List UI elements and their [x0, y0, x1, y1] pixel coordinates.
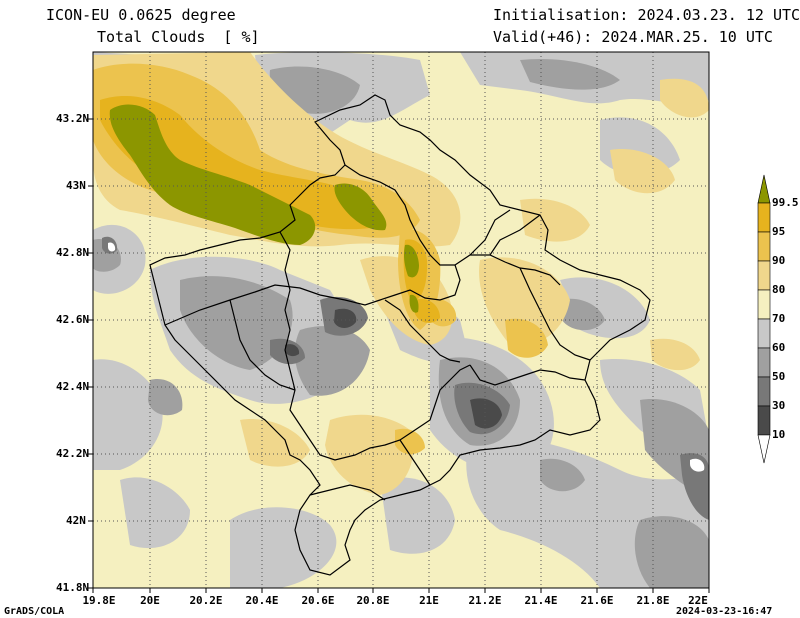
- variable-title: Total Clouds [ %]: [97, 28, 260, 46]
- colorbar-label: 99.5: [772, 196, 799, 209]
- cloud-below-10-areas: [108, 242, 705, 472]
- axis-ticks: [88, 118, 710, 593]
- colorbar-label: 90: [772, 254, 786, 267]
- cloud-10-30-areas: [285, 308, 502, 429]
- x-tick-label: 21.4E: [524, 594, 558, 607]
- colorbar-box: [757, 289, 771, 320]
- colorbar-label: 95: [772, 225, 786, 238]
- y-tick-label: 43.2N: [56, 112, 90, 125]
- x-tick-label: 20.4E: [245, 594, 279, 607]
- colorbar-label: 10: [772, 428, 786, 441]
- colorbar-label: 80: [772, 283, 786, 296]
- colorbar-label: 70: [772, 312, 786, 325]
- colorbar: [757, 174, 771, 464]
- boundaries: [149, 94, 651, 576]
- valid-time: Valid(+46): 2024.MAR.25. 10 UTC: [493, 28, 773, 46]
- footer-timestamp: 2024-03-23-16:47: [676, 606, 773, 617]
- colorbar-top-arrow: [757, 174, 771, 204]
- colorbar-box: [757, 231, 771, 262]
- colorbar-box: [757, 202, 771, 233]
- x-tick-label: 20.6E: [301, 594, 335, 607]
- cloud-above-99-areas: [109, 104, 419, 313]
- x-tick-label: 19.8E: [82, 594, 116, 607]
- x-tick-label: 21.6E: [580, 594, 614, 607]
- colorbar-box: [757, 318, 771, 349]
- colorbar-box: [757, 260, 771, 291]
- y-tick-label: 42.4N: [56, 380, 90, 393]
- colorbar-box: [757, 405, 771, 436]
- colorbar-label: 60: [772, 341, 786, 354]
- y-tick-label: 42.6N: [56, 313, 90, 326]
- colorbar-label: 30: [772, 399, 786, 412]
- y-tick-label: 42N: [66, 514, 86, 527]
- colorbar-label: 50: [772, 370, 786, 383]
- y-tick-label: 42.2N: [56, 447, 90, 460]
- init-time: Initialisation: 2024.03.23. 12 UTC: [493, 6, 800, 24]
- colorbar-box: [757, 376, 771, 407]
- x-tick-label: 20E: [140, 594, 160, 607]
- x-tick-label: 20.8E: [356, 594, 390, 607]
- colorbar-bottom-arrow: [757, 434, 771, 464]
- footer-credit: GrADS/COLA: [4, 606, 65, 617]
- y-tick-label: 41.8N: [56, 581, 90, 594]
- graticule: [93, 52, 709, 588]
- y-tick-label: 43N: [66, 179, 86, 192]
- x-tick-label: 21.8E: [636, 594, 670, 607]
- x-tick-label: 20.2E: [189, 594, 223, 607]
- colorbar-box: [757, 347, 771, 378]
- x-tick-label: 21.2E: [468, 594, 502, 607]
- x-tick-label: 22E: [688, 594, 708, 607]
- y-tick-label: 42.8N: [56, 246, 90, 259]
- x-tick-label: 21E: [419, 594, 439, 607]
- model-title: ICON-EU 0.0625 degree: [46, 6, 236, 24]
